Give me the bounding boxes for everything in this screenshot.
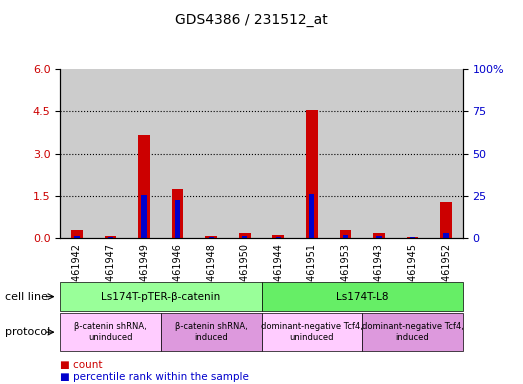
Text: β-catenin shRNA,
uninduced: β-catenin shRNA, uninduced <box>74 323 147 342</box>
Bar <box>138 135 150 238</box>
Bar <box>141 195 146 238</box>
Bar <box>161 69 195 238</box>
Bar <box>276 237 281 238</box>
Bar <box>343 235 348 238</box>
Bar <box>429 69 463 238</box>
Bar <box>295 69 328 238</box>
Bar <box>440 202 452 238</box>
Bar <box>272 235 284 238</box>
Bar <box>74 236 79 238</box>
Bar <box>209 237 214 238</box>
Bar <box>377 237 382 238</box>
Text: dominant-negative Tcf4,
uninduced: dominant-negative Tcf4, uninduced <box>261 323 363 342</box>
Bar <box>105 235 116 238</box>
Bar <box>444 233 449 238</box>
Bar <box>239 233 251 238</box>
Bar <box>262 69 295 238</box>
Bar <box>228 69 262 238</box>
Bar <box>306 110 317 238</box>
Text: Ls174T-L8: Ls174T-L8 <box>336 291 389 302</box>
Bar <box>60 69 94 238</box>
Bar <box>242 237 247 238</box>
Bar <box>328 69 362 238</box>
Bar <box>362 69 396 238</box>
Text: dominant-negative Tcf4,
induced: dominant-negative Tcf4, induced <box>361 323 463 342</box>
Text: ■ count: ■ count <box>60 360 103 370</box>
Bar <box>108 237 113 238</box>
Bar <box>71 230 83 238</box>
Text: GDS4386 / 231512_at: GDS4386 / 231512_at <box>175 13 327 27</box>
Text: protocol: protocol <box>5 327 51 337</box>
Bar <box>407 237 418 238</box>
Text: Ls174T-pTER-β-catenin: Ls174T-pTER-β-catenin <box>101 291 221 302</box>
Bar <box>175 200 180 238</box>
Bar <box>172 189 184 238</box>
Bar <box>309 194 314 238</box>
Bar <box>410 237 415 238</box>
Bar <box>206 235 217 238</box>
Bar <box>94 69 127 238</box>
Bar <box>373 233 385 238</box>
Text: cell line: cell line <box>5 291 48 302</box>
Bar <box>396 69 429 238</box>
Bar <box>339 230 351 238</box>
Bar <box>127 69 161 238</box>
Text: ■ percentile rank within the sample: ■ percentile rank within the sample <box>60 372 249 382</box>
Text: β-catenin shRNA,
induced: β-catenin shRNA, induced <box>175 323 247 342</box>
Bar <box>195 69 228 238</box>
